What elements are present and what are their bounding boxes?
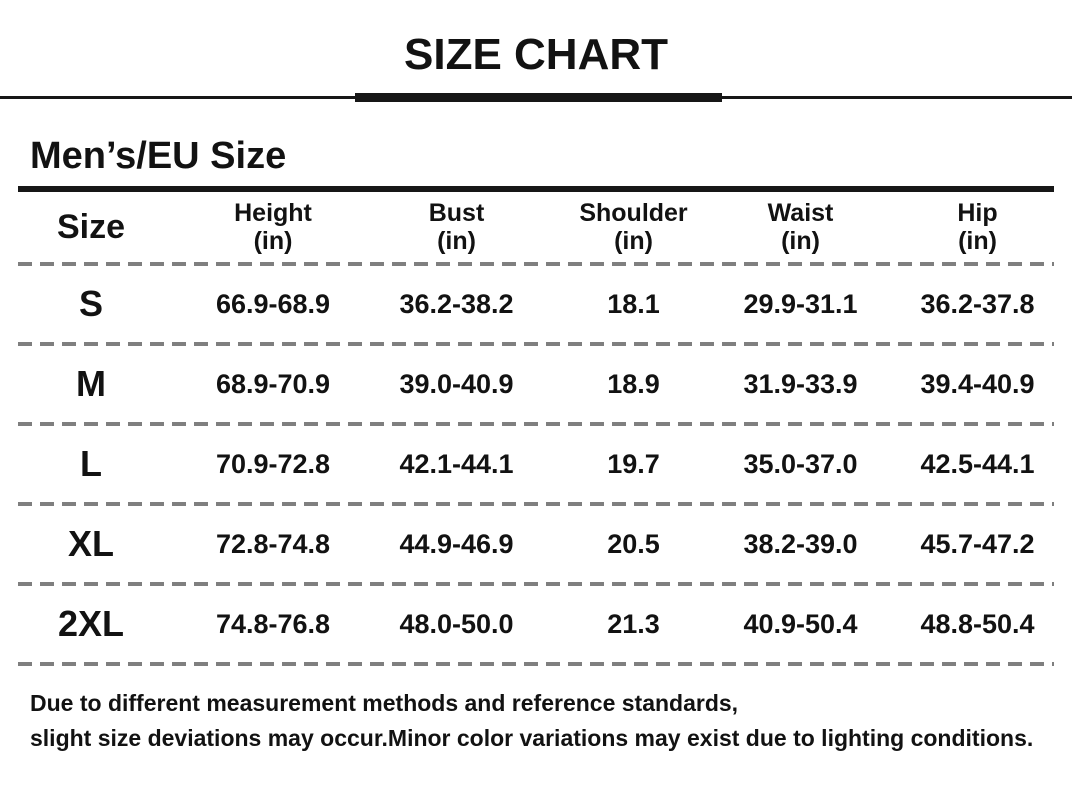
waist-value: 29.9-31.1	[743, 288, 858, 319]
disclaimer-note: Due to different measurement methods and…	[30, 686, 1072, 756]
table-row-s: S 66.9-68.9 36.2-38.2 18.1 29.9-31.1 36.…	[0, 266, 1072, 342]
table-row-xl: XL 72.8-74.8 44.9-46.9 20.5 38.2-39.0 45…	[0, 506, 1072, 582]
column-header-label: Bust	[428, 199, 485, 227]
shoulder-value: 18.9	[607, 368, 660, 399]
hip-value: 42.5-44.1	[920, 448, 1035, 479]
bust-value: 36.2-38.2	[399, 288, 514, 319]
column-header-unit: (in)	[253, 227, 293, 255]
column-header-height: Height (in)	[182, 199, 364, 255]
bust-value: 44.9-46.9	[399, 528, 514, 559]
height-value: 66.9-68.9	[215, 288, 331, 319]
shoulder-value: 21.3	[607, 608, 660, 639]
row-divider	[18, 342, 1054, 346]
height-value: 70.9-72.8	[215, 448, 331, 479]
disclaimer-line-2: slight size deviations may occur.Minor c…	[30, 725, 1034, 751]
column-header-hip: Hip (in)	[883, 199, 1072, 255]
hip-value: 45.7-47.2	[920, 528, 1035, 559]
row-divider	[18, 502, 1054, 506]
size-label: S	[78, 283, 103, 324]
waist-value: 31.9-33.9	[743, 368, 858, 399]
row-divider	[18, 422, 1054, 426]
height-value: 68.9-70.9	[215, 368, 331, 399]
column-header-waist: Waist (in)	[718, 199, 883, 255]
size-label: 2XL	[57, 603, 125, 644]
column-header-unit: (in)	[781, 227, 820, 255]
column-header-unit: (in)	[958, 227, 997, 255]
waist-value: 38.2-39.0	[743, 528, 858, 559]
title-divider	[0, 93, 1072, 102]
waist-value: 35.0-37.0	[743, 448, 858, 479]
shoulder-value: 20.5	[607, 528, 660, 559]
row-divider	[18, 662, 1054, 666]
table-top-rule	[18, 186, 1054, 192]
column-header-unit: (in)	[437, 227, 476, 255]
bust-value: 39.0-40.9	[399, 368, 514, 399]
title-underline-bar	[355, 93, 722, 102]
table-header-row: Size Height (in) Bust (in) Shoulder (in)…	[0, 192, 1072, 262]
column-header-label: Size	[56, 207, 126, 246]
bust-value: 48.0-50.0	[399, 608, 514, 639]
size-label: M	[76, 363, 106, 404]
column-header-unit: (in)	[614, 227, 653, 255]
row-divider	[18, 262, 1054, 266]
column-header-size: Size	[0, 208, 182, 246]
row-divider	[18, 582, 1054, 586]
size-label: L	[80, 443, 102, 484]
bust-value: 42.1-44.1	[399, 448, 514, 479]
hip-value: 48.8-50.4	[920, 608, 1035, 639]
column-header-label: Height	[234, 199, 312, 227]
height-value: 72.8-74.8	[215, 528, 331, 559]
waist-value: 40.9-50.4	[743, 608, 858, 639]
column-header-bust: Bust (in)	[364, 199, 549, 255]
height-value: 74.8-76.8	[215, 608, 331, 639]
size-table: Size Height (in) Bust (in) Shoulder (in)…	[0, 192, 1072, 666]
page-title: SIZE CHART	[404, 30, 668, 79]
column-header-shoulder: Shoulder (in)	[549, 199, 718, 255]
column-header-label: Waist	[767, 199, 834, 227]
hip-value: 39.4-40.9	[920, 368, 1035, 399]
column-header-label: Shoulder	[579, 199, 688, 227]
table-row-l: L 70.9-72.8 42.1-44.1 19.7 35.0-37.0 42.…	[0, 426, 1072, 502]
section-heading: Men’s/EU Size	[30, 135, 287, 177]
column-header-label: Hip	[957, 199, 998, 227]
shoulder-value: 19.7	[607, 448, 660, 479]
disclaimer-line-1: Due to different measurement methods and…	[30, 690, 739, 716]
hip-value: 36.2-37.8	[920, 288, 1035, 319]
table-row-2xl: 2XL 74.8-76.8 48.0-50.0 21.3 40.9-50.4 4…	[0, 586, 1072, 662]
shoulder-value: 18.1	[607, 288, 660, 319]
table-row-m: M 68.9-70.9 39.0-40.9 18.9 31.9-33.9 39.…	[0, 346, 1072, 422]
size-label: XL	[67, 523, 114, 564]
